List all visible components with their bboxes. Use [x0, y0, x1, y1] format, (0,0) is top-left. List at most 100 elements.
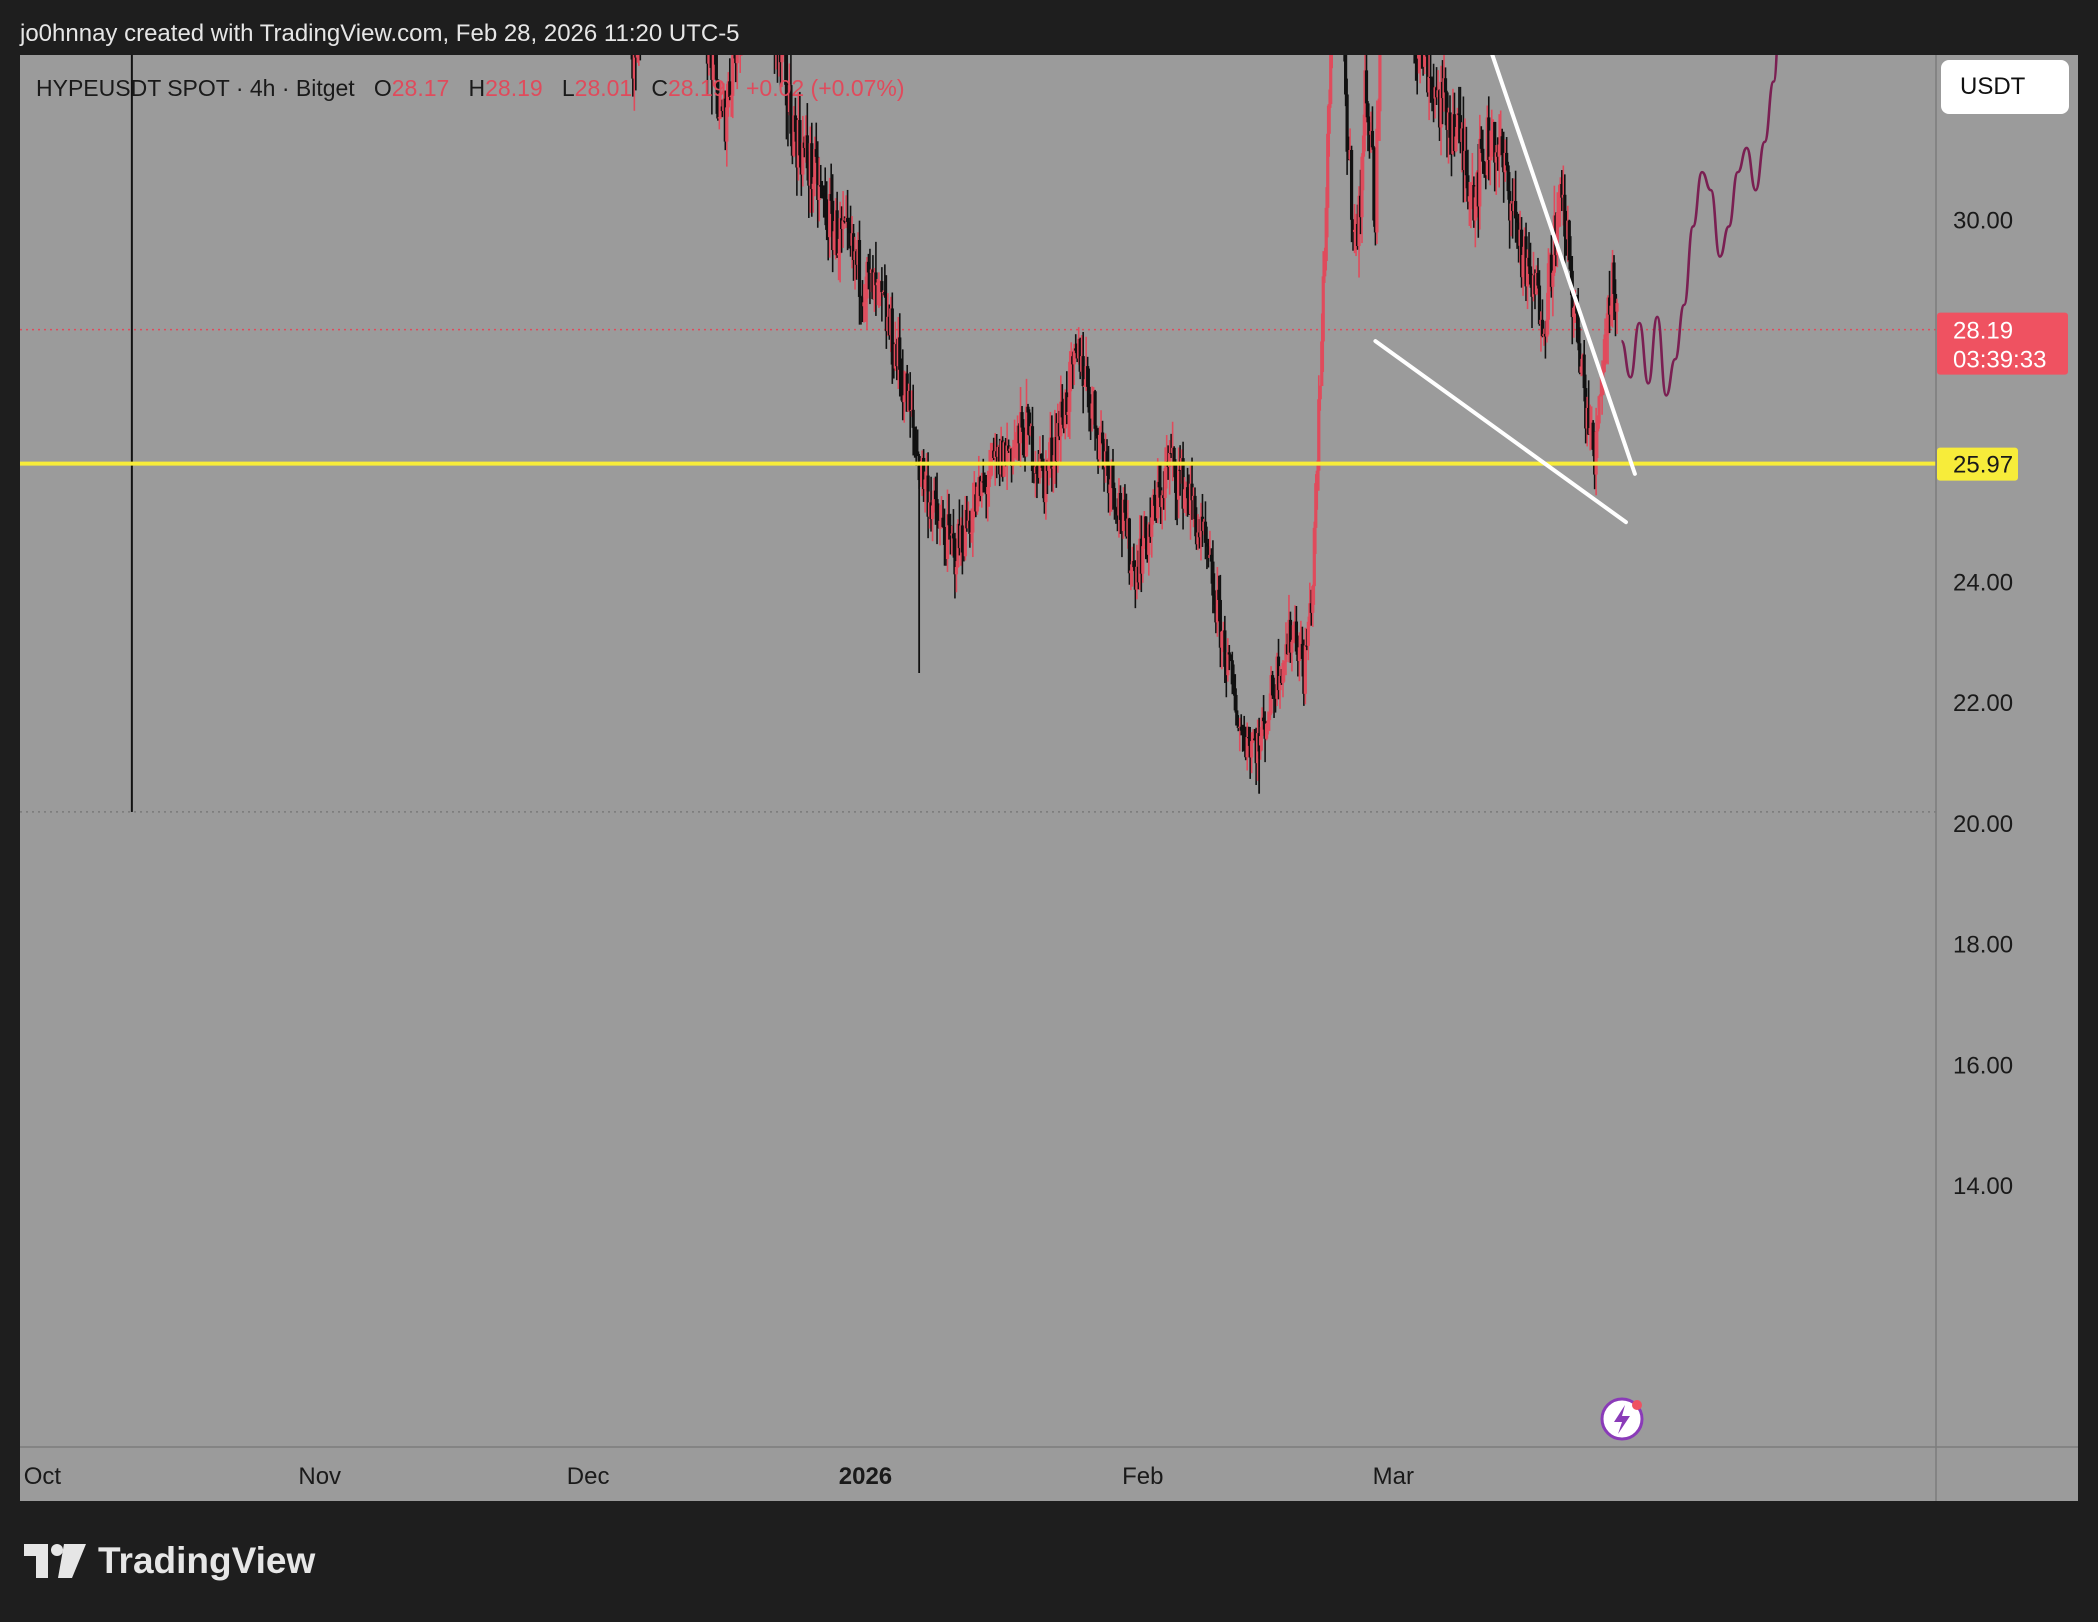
projection-path[interactable] — [1620, 55, 1889, 397]
candle-body — [1094, 428, 1099, 436]
candle-body — [1549, 254, 1553, 287]
candle-body — [1181, 458, 1185, 509]
candle-body — [1014, 435, 1018, 447]
candle-body — [1311, 586, 1315, 613]
candle-body — [923, 479, 927, 490]
candle-body — [898, 337, 902, 370]
candle-body — [841, 220, 845, 230]
chart-frame[interactable]: 14.0016.0018.0020.0022.0024.0026.0028.00… — [20, 55, 2078, 1501]
candle-body — [1253, 738, 1257, 741]
candle-body — [1174, 462, 1178, 493]
candle-body — [953, 538, 957, 575]
candle-body — [1232, 684, 1236, 689]
header-credit: jo0hnnay created with TradingView.com, F… — [20, 20, 740, 47]
candle-body — [1239, 726, 1243, 731]
candle-body — [837, 253, 841, 256]
candle-body — [1150, 517, 1154, 537]
candle-body — [1168, 452, 1172, 467]
wedge-lower-trendline[interactable] — [1373, 339, 1628, 525]
wedge-upper-trendline[interactable] — [1384, 55, 1637, 476]
candle-body — [1300, 643, 1304, 659]
candle-body — [1378, 55, 1382, 112]
symbol-name[interactable]: HYPEUSDT SPOT · 4h · Bitget — [36, 75, 355, 101]
candle-body — [811, 183, 815, 190]
candle-body — [1081, 356, 1085, 387]
candle-body — [1270, 675, 1275, 696]
candle-body — [1515, 218, 1519, 223]
candle-body — [942, 526, 947, 545]
candle-body — [1235, 710, 1239, 726]
candle-body — [1506, 165, 1510, 192]
candle-body — [1233, 688, 1237, 711]
candle-body — [1026, 406, 1030, 413]
candle-body — [1020, 412, 1024, 428]
price-axis[interactable]: 14.0016.0018.0020.0022.0024.0026.0028.00… — [1953, 87, 2013, 1200]
chart-svg[interactable]: 14.0016.0018.0020.0022.0024.0026.0028.00… — [20, 55, 2078, 1501]
candle-body — [1452, 114, 1457, 152]
candle-body — [1469, 192, 1473, 197]
candle-body — [1314, 483, 1318, 528]
candle-body — [1505, 152, 1509, 166]
candle-body — [1426, 55, 1430, 93]
candle-body — [948, 525, 953, 536]
candle-body — [1297, 647, 1301, 661]
candle-body — [1609, 305, 1613, 315]
candle-body — [1417, 55, 1421, 59]
candle-body — [1479, 138, 1483, 149]
candle-body — [1329, 55, 1333, 105]
candle-body — [1430, 78, 1434, 90]
candle-body — [735, 55, 739, 64]
candle-body — [817, 185, 821, 200]
candle-body — [1190, 483, 1194, 501]
candle-body — [1227, 652, 1231, 655]
candle-body — [1540, 319, 1545, 337]
candle-body — [1050, 437, 1054, 469]
candle-body — [1500, 136, 1504, 156]
candle-body — [980, 481, 984, 496]
candle-body — [1018, 412, 1023, 444]
candle-body — [1572, 307, 1576, 318]
candle-body — [1194, 519, 1199, 545]
candle-body — [1326, 133, 1330, 208]
current-price-label: 28.19 — [1953, 318, 2013, 345]
candle-body — [919, 473, 923, 481]
level-badge — [1937, 447, 2018, 481]
candle-body — [1229, 654, 1233, 661]
candle-body — [1551, 272, 1555, 287]
candle-body — [1525, 257, 1530, 287]
candle-body — [813, 149, 817, 184]
time-axis[interactable]: Oct Nov Dec 2026 Feb Mar — [24, 1463, 1414, 1490]
candle-body — [880, 281, 884, 293]
candle-body — [1215, 589, 1219, 623]
candle-body — [1112, 488, 1117, 509]
candle-body — [831, 200, 835, 251]
price-tick-label: 24.00 — [1953, 570, 2013, 597]
plot-area[interactable] — [20, 55, 1936, 813]
candle-body — [1613, 293, 1618, 312]
currency-button[interactable]: USDT — [1941, 60, 2069, 114]
candle-body — [877, 281, 881, 283]
tradingview-wordmark: TradingView — [98, 1540, 316, 1581]
candle-body — [1193, 495, 1197, 520]
candle-body — [911, 409, 915, 428]
candle-body — [1345, 94, 1349, 152]
lightning-icon[interactable] — [1600, 1397, 1644, 1441]
candle-body — [1528, 266, 1533, 285]
current-price-badge — [1937, 312, 2068, 375]
candle-body — [792, 115, 796, 156]
candle-body — [1129, 570, 1133, 574]
candle-body — [1317, 399, 1321, 471]
candle-body — [1305, 645, 1309, 647]
candle-body — [1439, 81, 1443, 128]
close-value: 28.19 — [668, 75, 726, 101]
candle-body — [835, 210, 839, 256]
candle-body — [1105, 451, 1109, 462]
candle-body — [945, 514, 950, 560]
candle-body — [1315, 470, 1319, 484]
candle-body — [1478, 138, 1482, 207]
candle-body — [969, 532, 973, 534]
candle-body — [1144, 516, 1148, 539]
tradingview-logo-icon — [24, 1544, 86, 1578]
candle-body — [1266, 720, 1270, 724]
low-label: L — [561, 75, 575, 101]
